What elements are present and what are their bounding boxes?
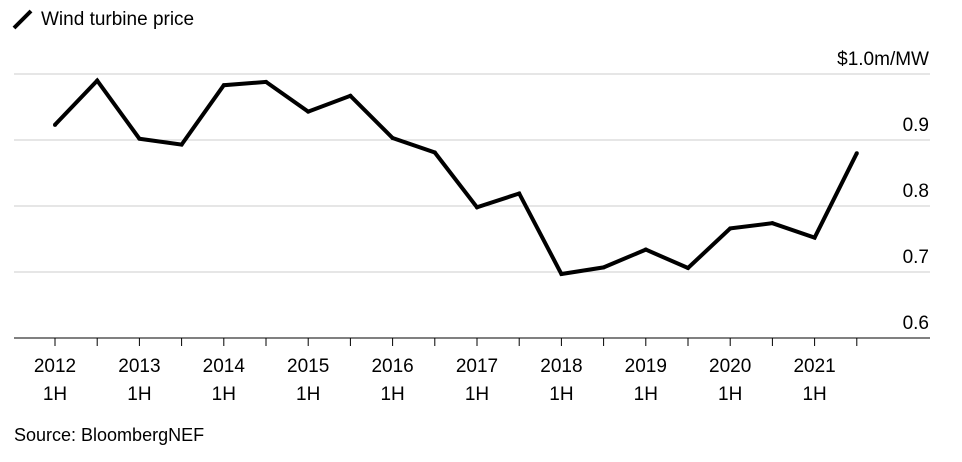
y-tick-label: 0.9 [903, 115, 929, 136]
x-tick-label-year: 2018 [540, 356, 582, 377]
x-tick-label-year: 2017 [456, 356, 498, 377]
x-tick-label-year: 2014 [203, 356, 246, 377]
x-tick-label-year: 2012 [34, 356, 76, 377]
data-point [53, 122, 57, 127]
y-axis-unit-label: $1.0m/MW [837, 49, 929, 70]
legend-line-swatch [12, 9, 33, 30]
x-axis-labels: 2012 1H 2013 1H 2014 1H 2015 1H 2016 1H 2017 1H 2018… [34, 356, 836, 405]
x-tick-label-half: 1H [43, 384, 67, 405]
data-points [53, 78, 859, 276]
data-point [686, 266, 690, 271]
x-tick-label-year: 2020 [709, 356, 751, 377]
legend-label: Wind turbine price [41, 9, 194, 30]
data-point [137, 136, 142, 141]
y-tick-label: 0.6 [903, 313, 929, 334]
data-point [475, 205, 479, 210]
data-point [770, 221, 775, 226]
data-point [432, 150, 437, 155]
data-point [643, 247, 648, 252]
data-point [559, 271, 564, 276]
data-point [854, 151, 859, 156]
x-tick-label-half: 1H [127, 384, 151, 405]
x-tick-label-half: 1H [634, 384, 658, 405]
x-tick-label-year: 2016 [371, 356, 413, 377]
x-tick-label-half: 1H [465, 384, 489, 405]
data-point [179, 142, 184, 147]
data-point [95, 78, 100, 83]
data-point [264, 79, 268, 84]
data-point [601, 265, 606, 270]
x-tick-label-year: 2021 [793, 356, 835, 377]
x-tick-label-half: 1H [549, 384, 573, 405]
x-tick-label-year: 2019 [625, 356, 667, 377]
x-tick-label-half: 1H [380, 384, 404, 405]
source-note: Source: BloombergNEF [14, 425, 204, 445]
x-tick-label-year: 2013 [118, 356, 160, 377]
x-tick-label-half: 1H [212, 384, 236, 405]
gridlines [14, 73, 930, 273]
data-point [812, 235, 817, 240]
data-point [390, 136, 395, 141]
data-point [306, 109, 311, 114]
data-point [348, 93, 353, 98]
y-tick-label: 0.8 [903, 181, 929, 202]
series-line-wind-turbine-price [53, 77, 859, 277]
x-tick-label-half: 1H [802, 384, 826, 405]
data-point [517, 191, 522, 196]
x-tick-label-year: 2015 [287, 356, 329, 377]
data-point [221, 83, 226, 88]
legend: Wind turbine price [12, 9, 194, 30]
x-tick-label-half: 1H [296, 384, 320, 405]
x-tick-label-half: 1H [718, 384, 742, 405]
y-tick-label: 0.7 [903, 247, 929, 268]
x-axis-ticks [54, 338, 858, 346]
data-point [728, 226, 733, 231]
y-axis-labels: $1.0m/MW 0.9 0.8 0.7 0.6 [837, 49, 929, 334]
